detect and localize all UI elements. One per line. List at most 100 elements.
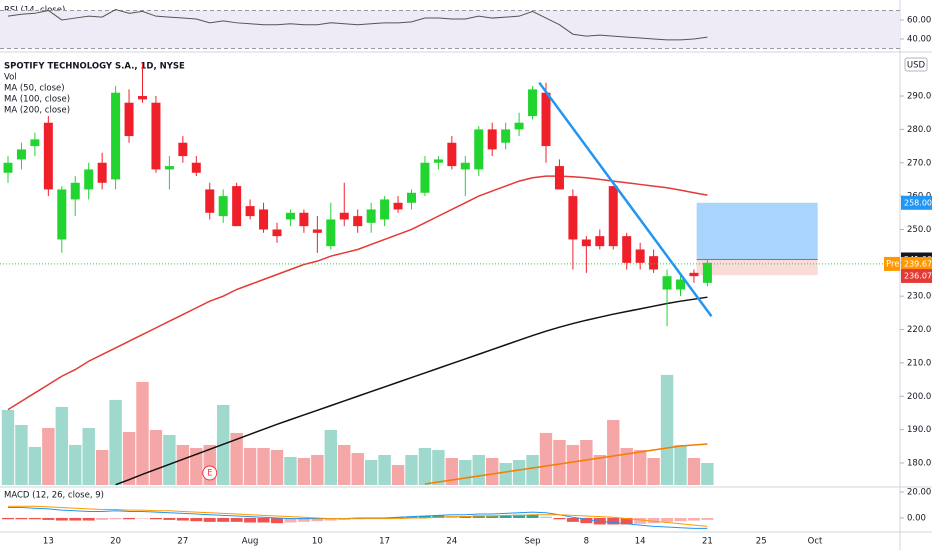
candle-body bbox=[353, 216, 363, 227]
macd-histogram bbox=[687, 517, 700, 521]
macd-histogram bbox=[499, 515, 512, 518]
candle-body bbox=[635, 249, 645, 263]
macd-histogram bbox=[69, 517, 82, 521]
macd-histogram bbox=[136, 517, 149, 519]
candle-body bbox=[124, 102, 134, 137]
candle-body bbox=[514, 122, 524, 130]
candle-body bbox=[259, 209, 269, 230]
volume-bar bbox=[69, 444, 82, 485]
candle-body bbox=[581, 239, 591, 247]
legend-entry: MA (50, close) bbox=[4, 84, 65, 94]
macd-histogram bbox=[244, 517, 257, 523]
macd-histogram bbox=[123, 517, 136, 520]
volume-bar bbox=[163, 434, 176, 485]
macd-histogram bbox=[324, 517, 337, 521]
volume-legend: Vol bbox=[4, 73, 17, 83]
price-label: 239.67 bbox=[904, 259, 932, 268]
candle-body bbox=[138, 96, 147, 100]
candle-body bbox=[70, 182, 80, 200]
candle-body bbox=[689, 272, 699, 277]
macd-histogram bbox=[42, 517, 55, 520]
volume-bar bbox=[42, 427, 55, 485]
volume-bar bbox=[270, 449, 284, 485]
candle-body bbox=[111, 92, 121, 180]
macd-histogram bbox=[405, 516, 418, 518]
candle-body bbox=[474, 129, 484, 170]
x-tick-label: 14 bbox=[635, 537, 646, 547]
candle-body bbox=[205, 189, 215, 213]
candle-body bbox=[30, 139, 40, 147]
y-tick-label: 220.00 bbox=[907, 325, 932, 335]
macd-histogram bbox=[271, 517, 283, 524]
price-tag-label: Pre bbox=[886, 259, 900, 269]
y-tick-label: 250.00 bbox=[907, 225, 932, 235]
macd-line bbox=[8, 507, 708, 529]
legend-entry: MA (100, close) bbox=[4, 95, 70, 105]
candle-body bbox=[151, 102, 161, 170]
volume-bar bbox=[607, 419, 620, 485]
candle-body bbox=[460, 162, 470, 170]
earnings-marker bbox=[202, 465, 218, 481]
volume-bar bbox=[122, 431, 136, 485]
currency-box[interactable] bbox=[904, 57, 928, 72]
candle-body bbox=[16, 149, 26, 160]
price-label: 236.07 bbox=[904, 271, 932, 280]
candle-body bbox=[178, 142, 188, 157]
candle-body bbox=[595, 236, 605, 247]
candle-body bbox=[380, 199, 390, 220]
x-tick-label: 10 bbox=[312, 537, 323, 547]
candle-body bbox=[433, 159, 443, 163]
x-tick-label: 21 bbox=[702, 537, 713, 547]
y-tick-label: 290.00 bbox=[907, 92, 932, 102]
candle-body bbox=[366, 209, 376, 223]
candle-body bbox=[487, 129, 497, 150]
macd-histogram bbox=[163, 517, 176, 520]
x-tick-label: 24 bbox=[446, 537, 457, 547]
volume-bar bbox=[633, 449, 647, 485]
volume-bar bbox=[620, 447, 633, 485]
candle-body bbox=[272, 229, 282, 237]
x-tick-label: Sep bbox=[525, 537, 541, 547]
volume-bar bbox=[82, 427, 95, 485]
volume-bar bbox=[176, 444, 190, 485]
volume-bar bbox=[230, 432, 243, 485]
macd-histogram bbox=[418, 516, 431, 518]
position-target bbox=[696, 202, 818, 260]
x-tick-label: 8 bbox=[584, 537, 589, 547]
volume-bar bbox=[539, 432, 553, 485]
price-title: SPOTIFY TECHNOLOGY S.A., 1D, NYSE bbox=[4, 62, 185, 72]
volume-bar bbox=[512, 459, 526, 485]
macd-histogram bbox=[96, 517, 109, 520]
candle-body bbox=[326, 219, 336, 247]
volume-bar bbox=[284, 456, 297, 485]
moving-average bbox=[7, 175, 708, 411]
y-tick-label: 20.00 bbox=[907, 487, 931, 497]
currency[interactable]: USD bbox=[907, 61, 926, 71]
volume-bar bbox=[149, 429, 163, 485]
candle-body bbox=[218, 196, 228, 217]
volume-bar bbox=[526, 454, 539, 485]
volume-bar bbox=[405, 454, 418, 485]
volume-bar bbox=[28, 446, 42, 485]
volume-bar bbox=[364, 459, 378, 485]
macd-histogram bbox=[55, 517, 68, 521]
macd-histogram bbox=[311, 517, 324, 522]
volume-bar bbox=[297, 457, 311, 485]
macd-histogram bbox=[674, 517, 687, 522]
candle-body bbox=[97, 162, 107, 183]
macd-histogram bbox=[109, 517, 122, 520]
volume-bar bbox=[136, 381, 149, 485]
volume-bar bbox=[566, 444, 580, 485]
y-tick-label: 280.00 bbox=[907, 125, 932, 135]
macd-histogram bbox=[2, 517, 14, 520]
volume-bar bbox=[660, 374, 674, 485]
candle-body bbox=[649, 256, 659, 270]
candle-body bbox=[339, 212, 349, 220]
candle-body bbox=[662, 276, 672, 290]
macd-histogram bbox=[432, 515, 445, 518]
volume-bar bbox=[55, 406, 68, 485]
volume-bar bbox=[432, 449, 445, 485]
candle-body bbox=[420, 162, 430, 193]
candle-body bbox=[528, 89, 538, 117]
